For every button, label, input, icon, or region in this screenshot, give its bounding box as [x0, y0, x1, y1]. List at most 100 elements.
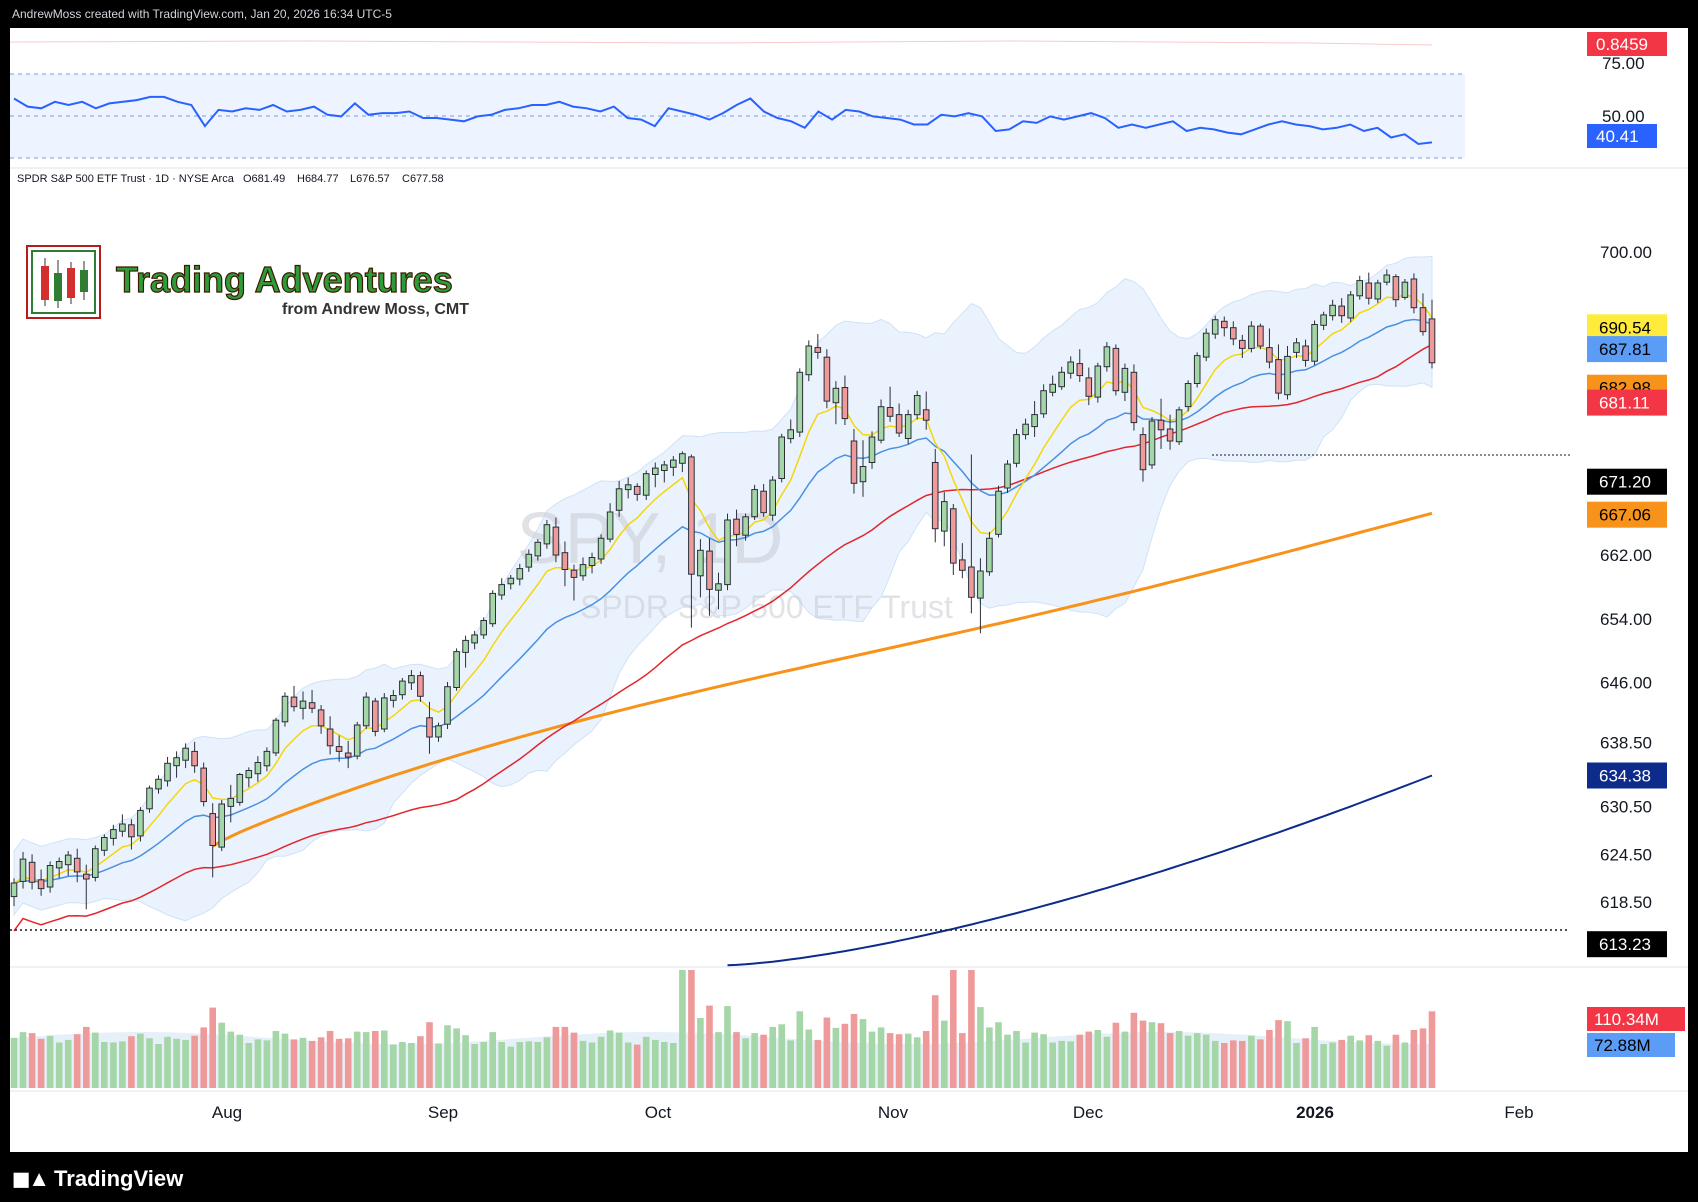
candle — [742, 513, 749, 541]
volume-bar — [796, 1011, 804, 1088]
candle-body — [606, 511, 614, 540]
volume-bar — [73, 1034, 81, 1088]
candle — [1112, 344, 1120, 396]
candle — [579, 557, 587, 581]
candle — [652, 462, 659, 488]
candle-body — [92, 848, 99, 878]
time-axis[interactable]: Aug Sep Oct Nov Dec 2026 Feb — [212, 1103, 1534, 1122]
volume-badge-average-text: 72.88M — [1594, 1036, 1651, 1055]
candle — [1094, 362, 1102, 403]
rsi-tick-50: 50.00 — [1602, 107, 1645, 126]
candle — [615, 480, 623, 517]
candle-body — [453, 651, 460, 688]
candle — [119, 814, 126, 837]
candle-body — [1130, 371, 1138, 424]
footer-bar: ◼▲ TradingView — [0, 1152, 1698, 1202]
candle — [453, 648, 460, 691]
volume-bar — [1239, 1040, 1246, 1088]
candle — [245, 767, 253, 788]
price-pane[interactable]: SPY, 1D SPDR S&P 500 ETF Trust 700.00662… — [10, 243, 1667, 967]
candle-body — [272, 719, 280, 754]
candle — [1392, 274, 1400, 307]
volume-bar — [1184, 1035, 1192, 1088]
candle-body — [652, 467, 659, 476]
volume-bar — [597, 1036, 605, 1088]
candle — [1401, 278, 1409, 300]
volume-bar — [1329, 1042, 1336, 1088]
candle — [1365, 272, 1373, 305]
candle — [19, 851, 27, 889]
tradingview-brand[interactable]: ◼▲ TradingView — [12, 1166, 183, 1192]
candle — [317, 705, 325, 734]
moving-average-yellow — [13, 293, 1433, 884]
candle — [633, 483, 641, 501]
candle — [417, 671, 424, 702]
candle-body — [381, 697, 388, 730]
candle-body — [471, 634, 478, 644]
volume-bar — [408, 1043, 415, 1088]
volume-bar — [1266, 1030, 1273, 1088]
candle — [543, 519, 551, 549]
candle — [733, 509, 740, 547]
candle-body — [1202, 332, 1210, 358]
candle — [362, 692, 370, 730]
volume-bar — [1230, 1040, 1237, 1088]
volume-bar — [742, 1038, 749, 1088]
volume-bar — [1221, 1043, 1228, 1088]
candle-body — [1320, 314, 1327, 326]
candle-body — [895, 414, 903, 434]
candle-body — [1184, 383, 1192, 408]
candle — [236, 772, 244, 806]
candle-body — [101, 837, 108, 851]
candle-body — [1031, 414, 1038, 428]
candle-body — [733, 518, 740, 535]
candle-body — [697, 549, 704, 577]
tradingview-logo-icon: ◼▲ — [12, 1166, 50, 1191]
candle-body — [859, 466, 867, 483]
candle-body — [1248, 325, 1255, 349]
volume-bar — [245, 1043, 253, 1088]
volume-bar — [543, 1037, 551, 1088]
candle — [209, 803, 216, 878]
volume-bar — [606, 1030, 614, 1088]
chart-panel[interactable]: 75.00 50.00 0.8459 40.41 SPDR S&P 500 ET… — [9, 28, 1688, 1152]
candle — [281, 692, 289, 727]
candle-body — [670, 459, 677, 468]
volume-badge-average: 72.88M — [1587, 1033, 1675, 1057]
candle-body — [850, 440, 858, 484]
candle-body — [986, 537, 993, 573]
logo-subtitle: from Andrew Moss, CMT — [282, 301, 469, 318]
candle — [525, 549, 533, 572]
price-axis-badges: 690.54687.81682.98681.11671.20667.06634.… — [1587, 314, 1667, 958]
candle — [399, 677, 406, 700]
candle — [597, 534, 605, 564]
price-axis-ticks: 700.00 662.00 654.00 646.00 638.50 630.50 624.… — [1600, 243, 1652, 912]
candle-body — [706, 550, 713, 590]
candle-body — [480, 620, 487, 636]
volume-bar — [1284, 1021, 1291, 1088]
candle-body — [633, 485, 641, 495]
volume-bar — [1139, 1020, 1147, 1088]
volume-bar — [128, 1036, 135, 1088]
candle — [1049, 375, 1057, 397]
candle-body — [579, 564, 587, 577]
volume-bars — [10, 970, 1436, 1088]
candle-body — [1428, 318, 1436, 364]
volume-bar — [317, 1037, 325, 1088]
volume-bar — [55, 1042, 63, 1088]
candle — [28, 854, 36, 890]
price-chart[interactable]: 75.00 50.00 0.8459 40.41 SPDR S&P 500 ET… — [9, 28, 1688, 1152]
candle-body — [995, 490, 1002, 535]
candle — [1139, 427, 1147, 482]
candle-body — [173, 757, 180, 767]
price-badge-text: 634.38 — [1599, 767, 1651, 786]
volume-bar — [751, 1033, 758, 1088]
candle-body — [119, 823, 126, 832]
volume-bar — [1374, 1040, 1382, 1088]
candle — [950, 504, 957, 576]
logo-body-1 — [41, 266, 49, 300]
candle — [92, 845, 99, 882]
candle — [570, 564, 578, 601]
volume-bar — [1031, 1032, 1038, 1088]
chart-caption: AndrewMoss created with TradingView.com,… — [0, 0, 1698, 28]
